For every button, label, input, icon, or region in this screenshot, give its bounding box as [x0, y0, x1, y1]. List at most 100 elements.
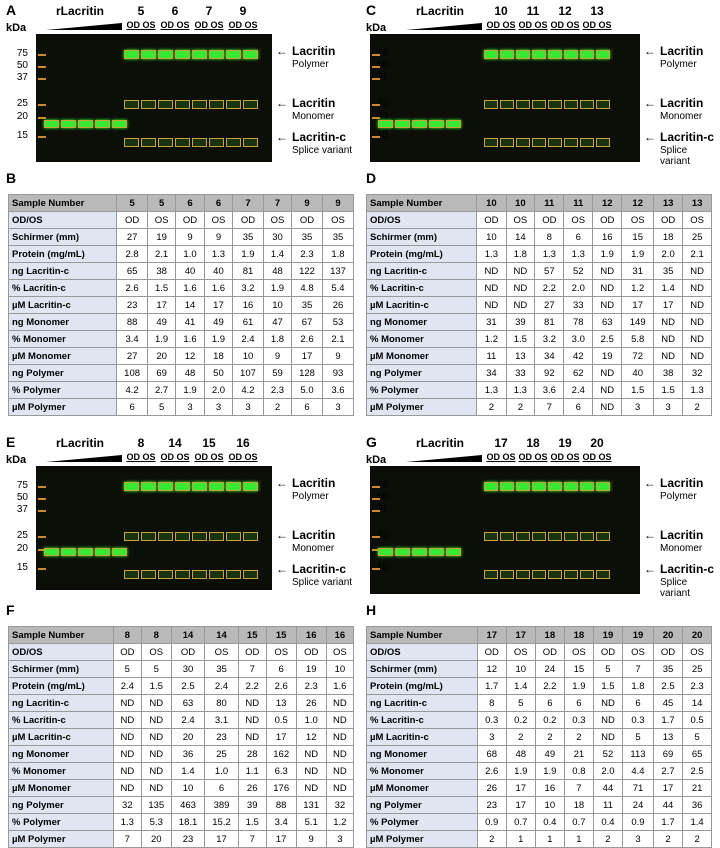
table-row: OD/OS OD OS OD OS OD OS OD OS [366, 643, 712, 661]
table-cell: 19 [622, 626, 654, 644]
monomer-label: Lacritin [660, 96, 704, 110]
splice-band [484, 138, 498, 147]
table-cell: 27 [116, 228, 149, 246]
table-cell: 107 [232, 364, 264, 382]
table-cell: 34 [534, 347, 565, 365]
polymer-band [596, 50, 610, 59]
table-cell: 42 [563, 347, 594, 365]
table-cell: 2.0 [652, 245, 684, 263]
row-header: Sample Number [7, 194, 118, 212]
od-os-label: OD OS [582, 452, 612, 462]
table-cell: 1.8 [262, 330, 293, 348]
table-cell: 80 [204, 694, 239, 712]
monomer-band [226, 100, 241, 109]
table-cell: 0.7 [505, 813, 536, 831]
row-header: µM Lacritin-c [8, 728, 114, 746]
table-cell: 7 [564, 779, 594, 797]
sample-number: 7 [205, 4, 213, 18]
table-cell: 1 [534, 830, 566, 848]
table-row: Schirmer (mm) 5 5 30 35 7 6 19 10 [8, 660, 355, 678]
table-cell: 24 [534, 660, 566, 678]
table-cell: 1.2 [325, 813, 355, 831]
band-arrow: ← [644, 528, 656, 542]
table-cell: 6 [563, 398, 594, 416]
table-cell: OS [204, 643, 239, 661]
table-cell: 2.0 [592, 762, 624, 780]
row-header: µM Lacritin-c [7, 296, 118, 314]
table-cell: 7 [622, 660, 654, 678]
table-cell: 33 [563, 296, 594, 314]
table-cell: 36 [170, 745, 206, 763]
table-cell: OD [295, 643, 327, 661]
band-arrow: ← [644, 130, 656, 144]
table-row: µM Lacritin-c 23 17 14 17 16 10 35 26 [7, 296, 355, 314]
table-cell: 69 [652, 745, 684, 763]
table-cell: 2.1 [321, 330, 355, 348]
monomer-label: Lacritin [660, 528, 704, 542]
splice-sublabel: Splice variant [660, 577, 691, 599]
table-cell: 1.9 [203, 330, 234, 348]
polymer-band [175, 50, 190, 59]
table-row: µM Lacritin-c 3 2 2 2 ND 5 13 5 [366, 728, 712, 746]
table-cell: 4.4 [622, 762, 654, 780]
table-cell: 6 [622, 694, 654, 712]
mw-ladder-band [372, 536, 380, 538]
mw-ladder-band [372, 104, 380, 106]
table-cell: 65 [116, 262, 149, 280]
table-cell: 35 [291, 296, 323, 314]
table-cell: 1.9 [534, 762, 566, 780]
table-cell: 5 [140, 660, 172, 678]
table-cell: OD [476, 643, 507, 661]
band-arrow: ← [276, 528, 288, 542]
table-cell: 18 [203, 347, 234, 365]
table-row: Sample Number 10 10 11 11 12 12 13 13 [365, 194, 712, 212]
quantification-table: Sample Number 17 17 18 18 19 19 20 20 OD/OS OD OS OD… [366, 626, 712, 848]
table-cell: 1.5 [505, 330, 536, 348]
table-cell: 2.3 [262, 381, 293, 399]
monomer-band [516, 100, 530, 109]
standard-band [95, 548, 110, 556]
mw-ladder-band [38, 510, 46, 512]
table-cell: 17 [505, 626, 536, 644]
table-cell: 3 [325, 830, 355, 848]
table-cell: ND [112, 728, 142, 746]
table-cell: 12 [175, 347, 205, 365]
table-cell: OD [652, 211, 684, 229]
table-cell: 14 [204, 626, 239, 644]
monomer-band [548, 100, 562, 109]
table-cell: 35 [652, 660, 684, 678]
table-cell: 32 [682, 364, 712, 382]
row-header: µM Polymer [366, 830, 478, 848]
quantification-table: Sample Number 5 5 6 6 7 7 9 9 OD/OS OD OS OD OS OD OS OD… [7, 194, 355, 416]
table-cell: ND [682, 262, 712, 280]
polymer-label: Lacritin [660, 476, 704, 490]
sample-number: 11 [526, 4, 540, 18]
table-cell: 3.2 [232, 279, 264, 297]
row-header: µM Polymer [8, 830, 114, 848]
standard-band [78, 548, 93, 556]
splice-sublabel: Splice variant [660, 145, 691, 167]
kda-label: kDa [6, 454, 27, 466]
table-row: ng Lacritin-c ND ND 57 52 ND 31 35 ND [365, 262, 712, 280]
row-header: Schirmer (mm) [8, 660, 114, 678]
table-cell: ND [140, 728, 172, 746]
table-cell: 6 [564, 694, 594, 712]
table-cell: 1.7 [652, 813, 684, 831]
mw-ladder-band [372, 54, 380, 56]
kda-label: kDa [366, 454, 387, 466]
table-cell: 2.6 [116, 279, 149, 297]
table-row: Schirmer (mm) 10 14 8 6 16 15 18 25 [365, 228, 712, 246]
od-os-label: OD OS [160, 20, 190, 30]
mw-ladder-band [372, 117, 380, 119]
mw-ladder-band [38, 536, 46, 538]
concentration-wedge [406, 18, 482, 30]
row-header: ng Monomer [365, 313, 478, 331]
table-cell: 6 [563, 228, 594, 246]
table-cell: OD [232, 211, 264, 229]
mw-ladder-band [372, 78, 380, 80]
table-row: ng Polymer 108 69 48 50 107 59 128 93 [7, 364, 355, 382]
table-cell: ND [652, 330, 684, 348]
polymer-band [158, 482, 173, 491]
table-cell: OD [237, 643, 267, 661]
table-cell: ND [140, 762, 172, 780]
